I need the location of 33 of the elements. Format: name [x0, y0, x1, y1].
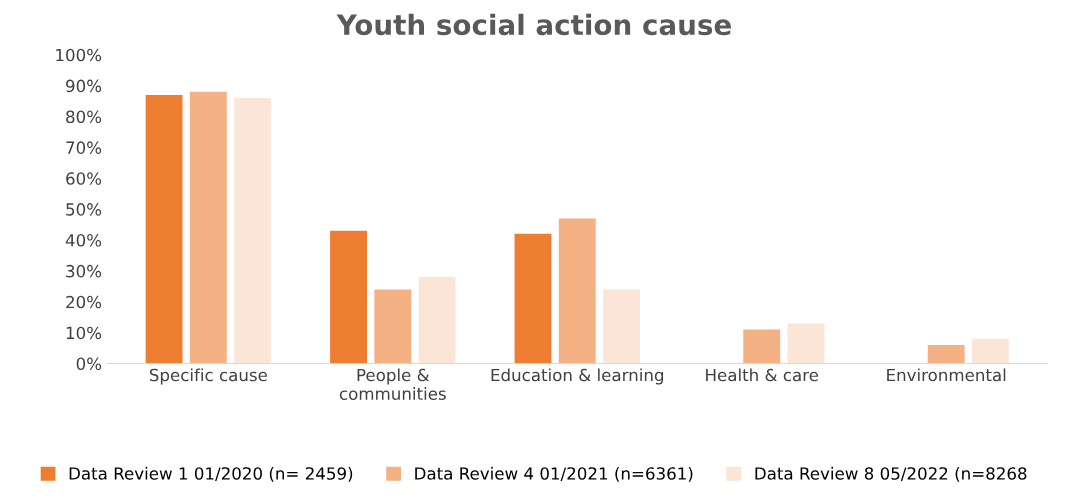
y-tick-label: 30%: [66, 264, 102, 278]
bar: [514, 233, 552, 364]
chart-title: Youth social action cause: [336, 13, 731, 36]
y-tick-label: 90%: [66, 79, 102, 93]
bar: [787, 323, 825, 364]
bar: [558, 218, 596, 364]
y-tick-label: 100%: [56, 48, 102, 62]
legend-label: Data Review 1 01/2020 (n= 2459): [69, 466, 353, 482]
y-tick-label: 20%: [66, 295, 102, 309]
y-tick-label: 0%: [76, 357, 102, 371]
bar: [743, 329, 781, 364]
y-tick-label: 50%: [66, 203, 102, 216]
x-tick-label: Specific cause: [149, 368, 267, 385]
y-tick-label: 10%: [66, 326, 102, 340]
bar: [145, 94, 183, 364]
bar: [374, 289, 412, 364]
y-tick-label: 60%: [66, 172, 102, 185]
x-tick-label: Education & learning: [491, 368, 664, 385]
x-tick-label: People & communities: [339, 368, 446, 400]
bar: [971, 338, 1009, 364]
x-tick-label: Health & care: [706, 368, 819, 382]
bar: [234, 98, 272, 364]
bar: [418, 277, 456, 364]
legend-label: Data Review 4 01/2021 (n=6361): [415, 466, 693, 482]
bar: [189, 91, 227, 364]
bar: [927, 345, 965, 364]
bar: [330, 230, 367, 364]
x-tick-label: Environmental: [887, 368, 1006, 382]
y-tick-label: 40%: [65, 234, 102, 247]
bar: [603, 289, 640, 364]
y-tick-label: 80%: [66, 110, 102, 124]
y-tick-label: 70%: [66, 141, 102, 154]
legend-label: Data Review 8 05/2022 (n=8268: [755, 466, 1027, 482]
